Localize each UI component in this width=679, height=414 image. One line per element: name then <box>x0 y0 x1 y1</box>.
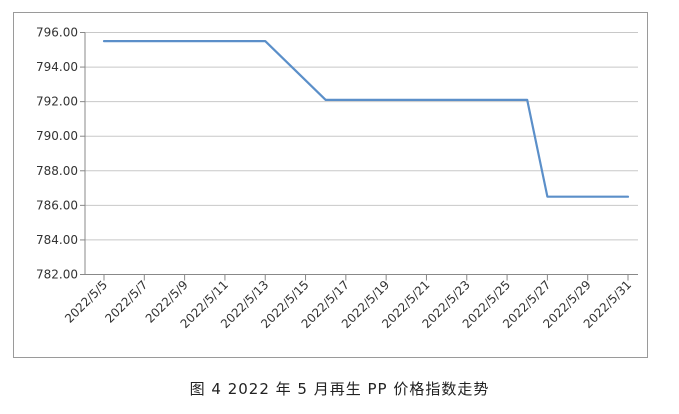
y-tick-label: 794.00 <box>36 60 78 74</box>
y-tick-label: 782.00 <box>36 268 78 282</box>
y-tick-label: 796.00 <box>36 26 78 40</box>
y-tick-label: 784.00 <box>36 233 78 247</box>
chart-frame: 796.00 794.00 792.00 790.00 788.00 786.00 784.… <box>13 12 648 358</box>
x-tick-label: 2022/5/5 <box>62 278 110 326</box>
y-tick-label: 788.00 <box>36 164 78 178</box>
line-chart: 796.00 794.00 792.00 790.00 788.00 786.00 784.… <box>36 26 638 331</box>
axes <box>80 32 638 281</box>
figure-caption: 图 4 2022 年 5 月再生 PP 价格指数走势 <box>189 380 490 398</box>
series-layer <box>102 40 630 198</box>
y-tick-label: 792.00 <box>36 95 78 109</box>
series-line <box>102 40 630 198</box>
y-tick-label: 786.00 <box>36 198 78 212</box>
y-tick-label: 790.00 <box>36 129 78 143</box>
x-tick-label: 2022/5/7 <box>102 278 150 326</box>
gridlines <box>85 32 638 241</box>
x-axis-tick-labels: 2022/5/52022/5/72022/5/92022/5/112022/5/… <box>62 278 634 331</box>
y-axis-tick-labels: 796.00 794.00 792.00 790.00 788.00 786.00 784.… <box>36 26 78 282</box>
